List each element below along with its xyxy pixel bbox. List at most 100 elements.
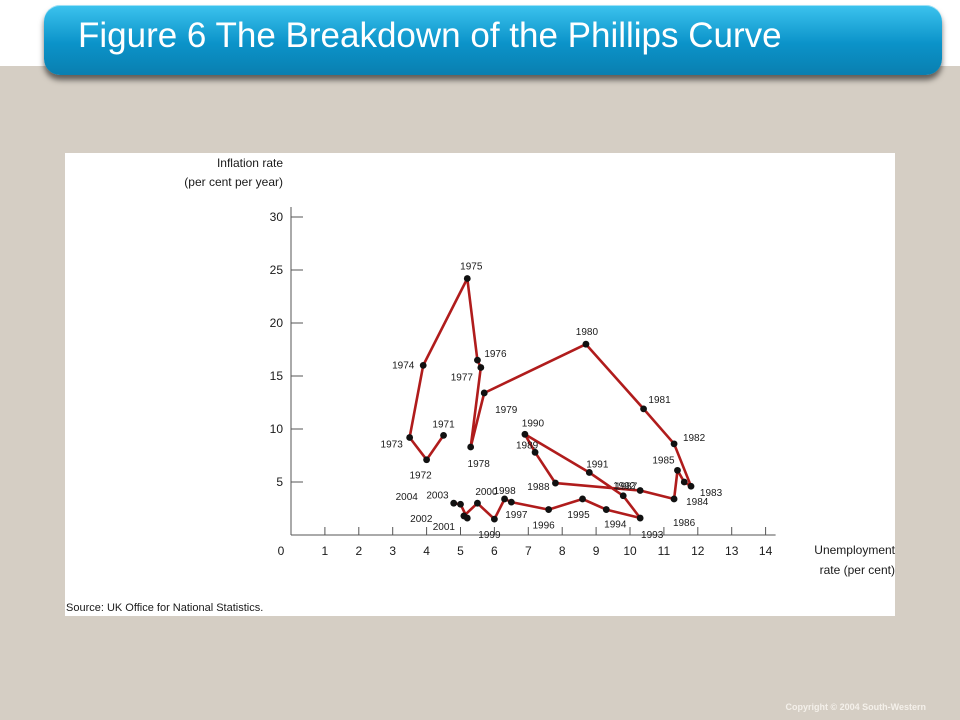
data-point-1985 [674, 466, 681, 474]
data-label-2004: 2004 [396, 492, 419, 503]
data-point-1987 [636, 487, 644, 494]
data-label-1989: 1989 [516, 440, 539, 451]
data-label-1992: 1992 [613, 481, 636, 492]
chart-panel: 5 10 15 20 25 30 0 1 2 3 4 5 6 7 8 9 10 11 12 13 14 1971 1972… [65, 153, 896, 616]
x-tick-label: 7 [525, 544, 532, 558]
x-tick-label: 0 [278, 544, 285, 558]
data-point-1983 [687, 482, 695, 490]
x-tick-label: 12 [691, 544, 705, 558]
data-label-2003: 2003 [426, 490, 449, 501]
x-tick-label: 2 [355, 544, 362, 558]
x-tick-label: 3 [389, 544, 396, 558]
data-point-2002 [463, 514, 471, 522]
y-tick-label: 30 [270, 210, 284, 224]
data-point-1989 [531, 448, 539, 456]
data-label-1988: 1988 [527, 482, 550, 493]
x-axis-label: Unemployment [814, 543, 895, 557]
data-label-1972: 1972 [409, 471, 432, 482]
x-tick-label: 14 [759, 544, 773, 558]
data-point-1973 [406, 434, 414, 441]
data-label-1971: 1971 [432, 419, 455, 430]
data-label-1984: 1984 [686, 497, 709, 508]
data-point-1998 [501, 495, 508, 503]
data-point-1974 [419, 362, 427, 369]
data-point-1984 [680, 478, 688, 486]
x-tick-label: 1 [322, 544, 329, 558]
data-point-1990 [521, 430, 529, 438]
title-bar [44, 5, 942, 75]
data-point-1994 [602, 506, 610, 513]
data-label-1980: 1980 [576, 327, 599, 338]
data-label-1976: 1976 [484, 349, 507, 360]
data-point-2003 [457, 500, 464, 508]
y-tick-label: 10 [270, 422, 284, 436]
x-tick-label: 4 [423, 544, 430, 558]
y-axis-label-sub: (per cent per year) [184, 175, 283, 189]
data-label-1977: 1977 [451, 373, 474, 384]
data-label-1974: 1974 [392, 360, 415, 371]
data-point-2000 [474, 499, 481, 507]
data-label-1996: 1996 [533, 521, 556, 532]
data-point-1979 [480, 389, 488, 397]
data-label-1997: 1997 [505, 510, 528, 521]
data-point-1978 [467, 443, 475, 451]
data-label-1999: 1999 [478, 530, 501, 541]
data-point-2004 [450, 499, 458, 507]
data-point-1976 [474, 356, 481, 364]
data-label-2002: 2002 [410, 514, 433, 525]
data-label-1995: 1995 [567, 510, 590, 521]
data-label-2001: 2001 [433, 522, 456, 533]
data-points [406, 275, 695, 523]
data-point-1988 [552, 479, 559, 487]
y-tick-label: 20 [270, 316, 284, 330]
data-label-1975: 1975 [460, 261, 483, 272]
x-tick-label: 13 [725, 544, 739, 558]
x-tick-label: 11 [658, 544, 671, 558]
x-tick-label: 8 [559, 544, 566, 558]
data-label-1983: 1983 [700, 488, 723, 499]
data-point-1975 [463, 275, 471, 282]
data-label-1979: 1979 [495, 405, 518, 416]
x-tick-label: 10 [623, 544, 637, 558]
data-point-1995 [579, 495, 586, 503]
series-line [408, 277, 693, 521]
x-tick-label: 6 [491, 544, 498, 558]
source-note: Source: UK Office for National Statistic… [66, 602, 263, 614]
data-label-1994: 1994 [604, 520, 627, 531]
y-tick-label: 25 [270, 263, 284, 277]
data-point-1977 [477, 364, 485, 371]
data-point-1999 [491, 515, 498, 523]
x-axis-label-sub: rate (per cent) [820, 563, 895, 577]
data-point-1996 [545, 506, 553, 513]
data-label-1987: 1987 [615, 481, 638, 492]
data-point-1992 [619, 492, 627, 500]
data-label-1981: 1981 [648, 395, 671, 406]
y-tick-label: 15 [270, 369, 284, 383]
data-label-1990: 1990 [522, 418, 545, 429]
data-point-1981 [640, 405, 647, 413]
data-label-1991: 1991 [586, 459, 609, 470]
x-tick-label: 9 [593, 544, 600, 558]
data-point-1991 [585, 469, 593, 476]
data-label-1985: 1985 [652, 455, 675, 466]
data-label-1978: 1978 [468, 459, 491, 470]
data-point-1986 [670, 495, 678, 503]
data-point-1980 [582, 340, 590, 348]
data-label-1993: 1993 [641, 530, 664, 541]
x-tick-label: 5 [457, 544, 464, 558]
data-label-1973: 1973 [381, 439, 404, 450]
y-tick-label: 5 [276, 475, 283, 489]
data-point-1971 [440, 431, 447, 439]
slide-title: Figure 6 The Breakdown of the Phillips C… [78, 16, 782, 55]
data-label-1998: 1998 [493, 486, 516, 497]
data-labels: 1971 1972 1973 1974 1975 1976 1977 1978 1979 1980… [381, 261, 723, 541]
copyright-notice: Copyright © 2004 South-Western [785, 702, 926, 712]
data-label-1982: 1982 [683, 433, 706, 444]
data-point-1997 [507, 498, 515, 506]
data-point-1982 [670, 440, 678, 448]
data-label-1986: 1986 [673, 518, 696, 529]
y-axis-label: Inflation rate [217, 156, 283, 170]
data-point-1993 [636, 514, 644, 522]
